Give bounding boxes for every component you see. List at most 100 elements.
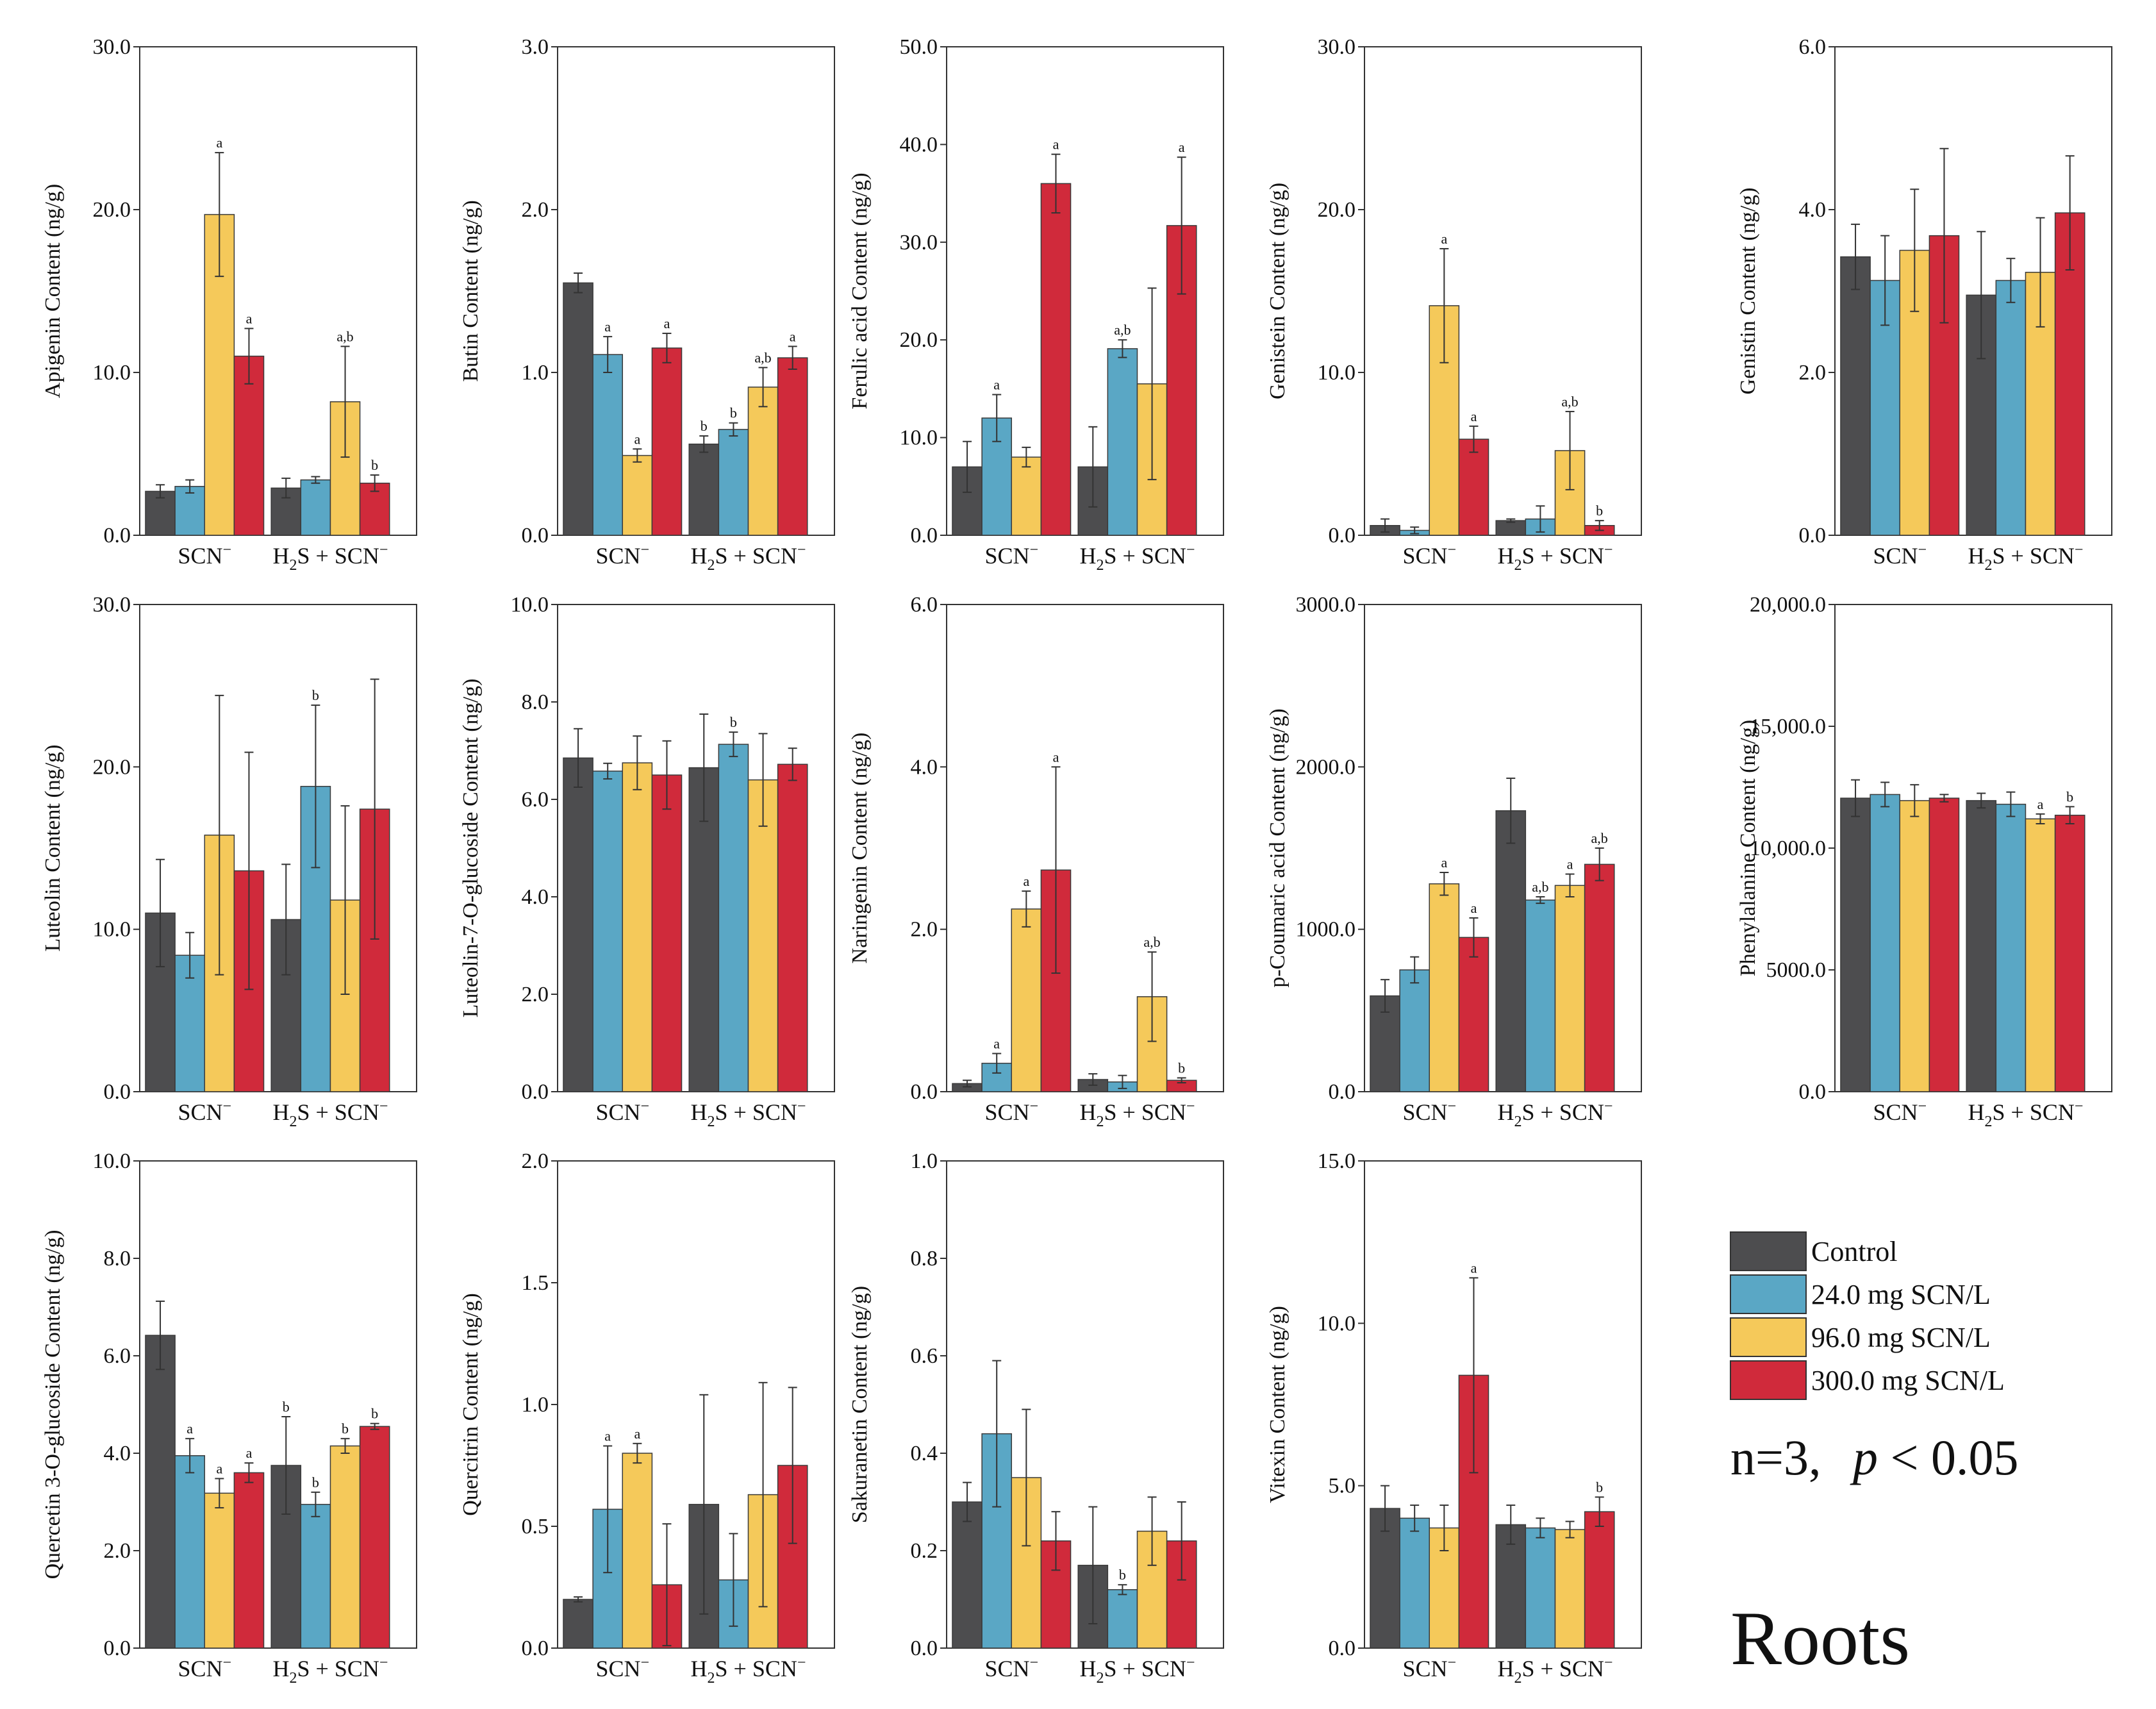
y-axis-label: Ferulic acid Content (ng/g) [848, 172, 872, 409]
legend-swatch [1730, 1231, 1807, 1271]
bar [1554, 1529, 1586, 1649]
bar [622, 454, 653, 536]
y-tick-label: 0.0 [104, 1080, 131, 1104]
significance-label: b [2066, 788, 2073, 804]
y-tick-label: 15.0 [1318, 1149, 1356, 1173]
y-tick-label: 0.6 [911, 1344, 938, 1368]
bar [651, 347, 683, 536]
x-category-label: SCN− [178, 542, 231, 569]
chart-panel: 0.0 0.2 0.4 0.6 0.8 1.0 Sakuranetin Content (n… [848, 1149, 1224, 1687]
bar [1995, 279, 2027, 536]
significance-label: a [634, 431, 640, 447]
x-category-label: H2S + SCN− [1968, 542, 2084, 574]
y-tick-label: 0.0 [1329, 1080, 1356, 1104]
bar [1584, 1511, 1615, 1649]
bar [1899, 800, 1930, 1092]
bar [300, 479, 331, 536]
bar [204, 1492, 235, 1649]
bar [1107, 348, 1138, 536]
chart-panel: 0.0 10.0 20.0 30.0 Luteolin Content (ng/g) b S… [41, 593, 417, 1130]
y-tick-label: 20.0 [1318, 198, 1356, 222]
stats-note-p: p [1850, 1430, 1878, 1485]
bar [174, 486, 206, 536]
y-axis-label: Phenylalanine Content (ng/g) [1736, 720, 1760, 976]
y-tick-label: 3.0 [522, 35, 549, 59]
x-category-label: H2S + SCN− [1498, 1655, 1613, 1687]
y-tick-label: 5.0 [1329, 1474, 1356, 1498]
bar [1107, 1589, 1138, 1649]
chart-panel: 0.0 5000.0 10,000.0 15,000.0 20,000.0 Phenyla… [1736, 593, 2112, 1130]
x-category-label: H2S + SCN− [1080, 542, 1195, 574]
bar [1370, 995, 1400, 1092]
y-axis-label: Apigenin Content (ng/g) [41, 184, 65, 398]
significance-label: a [604, 1428, 611, 1444]
y-tick-label: 30.0 [93, 35, 131, 59]
chart-panels: 0.0 10.0 20.0 30.0 Apigenin Content (ng/g) a a… [41, 35, 2112, 1687]
bar [1966, 800, 1997, 1092]
bar [1429, 883, 1460, 1092]
bar [1011, 908, 1042, 1092]
bar [233, 355, 265, 536]
tissue-title: Roots [1730, 1596, 1910, 1681]
y-tick-label: 4.0 [1799, 198, 1827, 222]
bar [359, 1426, 390, 1649]
y-tick-label: 0.0 [1329, 1637, 1356, 1660]
y-tick-label: 6.0 [911, 593, 938, 617]
y-tick-label: 30.0 [1318, 35, 1356, 59]
significance-label: a [187, 1421, 193, 1437]
significance-label: a [246, 310, 253, 326]
bar [592, 354, 624, 536]
bar [145, 1335, 176, 1649]
significance-label: a,b [1532, 879, 1548, 895]
y-axis-label: Genistein Content (ng/g) [1266, 183, 1289, 399]
bar [1840, 256, 1871, 536]
bar [2025, 818, 2056, 1092]
x-category-label: H2S + SCN− [1080, 1098, 1195, 1130]
chart-panel: 0.0 2.0 4.0 6.0 Naringenin Content (ng/g) a a a… [848, 593, 1224, 1130]
bar [1995, 803, 2027, 1092]
legend-label: Control [1811, 1236, 1897, 1267]
significance-label: a [993, 1035, 1000, 1051]
x-category-label: SCN− [1873, 542, 1927, 569]
significance-label: a [1471, 1260, 1477, 1276]
bar [1458, 937, 1489, 1092]
y-tick-label: 10.0 [1318, 361, 1356, 385]
x-category-label: SCN− [178, 1655, 231, 1681]
significance-label: b [1596, 503, 1603, 519]
y-tick-label: 20.0 [900, 328, 938, 352]
x-category-label: H2S + SCN− [273, 1098, 388, 1130]
bar [174, 1455, 206, 1649]
y-tick-label: 2.0 [911, 918, 938, 942]
chart-panel: 0.0 10.0 20.0 30.0 Apigenin Content (ng/g) a a… [41, 35, 417, 574]
bar [592, 771, 624, 1092]
x-category-label: SCN− [595, 1098, 649, 1125]
bar [1525, 1527, 1556, 1649]
bar [329, 1445, 361, 1649]
x-category-label: H2S + SCN− [1498, 1098, 1613, 1130]
bar [1011, 456, 1042, 536]
chart-panel: 0.0 1000.0 2000.0 3000.0 p-Coumaric acid Con… [1266, 593, 1642, 1130]
chart-panel: 0.0 10.0 20.0 30.0 40.0 50.0 Ferulic acid Cont… [848, 35, 1224, 574]
bar [952, 1501, 983, 1649]
x-category-label: H2S + SCN− [273, 542, 388, 574]
y-tick-label: 1000.0 [1296, 918, 1356, 942]
bar [1584, 863, 1615, 1092]
y-tick-label: 2.0 [522, 1149, 549, 1173]
bar [563, 1599, 593, 1649]
significance-label: a [664, 315, 670, 331]
significance-label: a [634, 1426, 640, 1442]
y-tick-label: 0.2 [911, 1539, 938, 1563]
bar [747, 779, 779, 1092]
legend-label: 96.0 mg SCN/L [1811, 1322, 1991, 1353]
bar [777, 763, 808, 1092]
x-category-label: SCN− [1873, 1098, 1927, 1125]
y-axis-label: p-Coumaric acid Content (ng/g) [1266, 708, 1289, 987]
significance-label: b [730, 405, 737, 421]
x-category-label: SCN− [595, 1655, 649, 1681]
y-tick-label: 2000.0 [1296, 755, 1356, 779]
significance-label: a,b [336, 328, 353, 344]
y-tick-label: 6.0 [522, 788, 549, 812]
bar [718, 429, 749, 536]
stats-note: n=3, p < 0.05 [1730, 1430, 2019, 1485]
significance-label: a [1471, 408, 1477, 424]
